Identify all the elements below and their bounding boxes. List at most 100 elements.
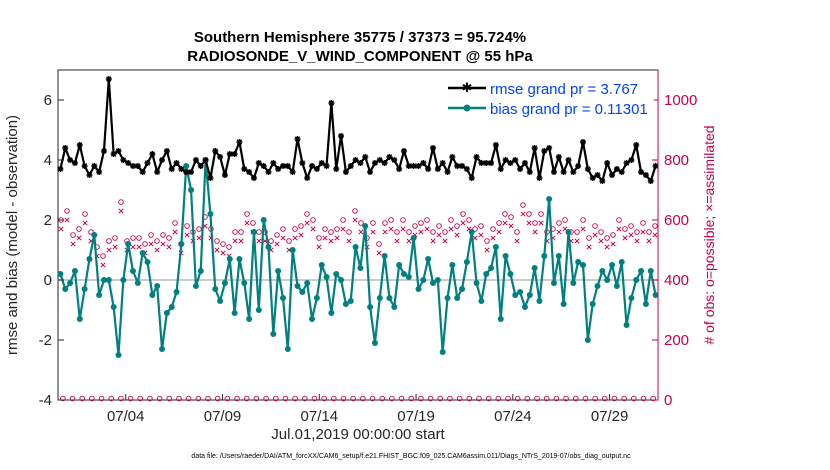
rmse-point xyxy=(400,148,407,154)
rmse-point xyxy=(410,163,417,169)
chart-title: Southern Hemisphere 35775 / 37373 = 95.7… xyxy=(194,29,526,46)
bias-point xyxy=(221,280,228,286)
bias-point xyxy=(362,223,369,229)
obs-assimilated-point xyxy=(238,238,244,244)
rmse-point xyxy=(304,175,311,181)
obs-baseline-point xyxy=(369,395,376,402)
rmse-point xyxy=(517,166,524,172)
rmse-point xyxy=(454,163,461,169)
obs-baseline-point xyxy=(543,395,550,402)
obs-baseline-point xyxy=(602,395,608,402)
bias-point xyxy=(67,280,74,286)
obs-possible-point xyxy=(652,223,658,229)
obs-possible-point xyxy=(496,220,502,226)
obs-possible-point xyxy=(370,220,376,226)
bias-point xyxy=(275,268,282,274)
obs-baseline-point xyxy=(592,395,598,402)
obs-baseline-point xyxy=(582,395,589,402)
obs-assimilated-point xyxy=(586,244,592,250)
obs-assimilated-point xyxy=(244,220,250,226)
obs-possible-point xyxy=(460,211,466,217)
bias-point xyxy=(444,295,451,301)
rmse-point xyxy=(71,160,78,166)
bias-point xyxy=(313,295,320,301)
obs-assimilated-point xyxy=(184,232,190,238)
obs-assimilated-point xyxy=(394,238,400,244)
bias-point xyxy=(342,301,349,307)
bias-point xyxy=(125,241,132,247)
bias-point xyxy=(647,268,654,274)
y-tick-label: -4 xyxy=(39,392,52,409)
rmse-point xyxy=(439,160,446,166)
obs-possible-point xyxy=(346,229,352,235)
legend-rmse-label: rmse grand pr = 3.767 xyxy=(490,81,638,98)
rmse-point xyxy=(318,160,325,166)
rmse-point xyxy=(463,166,470,172)
rmse-point xyxy=(226,151,233,157)
bias-point xyxy=(71,268,78,274)
obs-baseline-point xyxy=(176,395,182,402)
obs-baseline-point xyxy=(166,395,173,402)
bias-point xyxy=(580,262,586,268)
obs-assimilated-point xyxy=(418,229,424,235)
obs-possible-point xyxy=(226,244,232,250)
bias-point xyxy=(633,277,640,283)
obs-assimilated-point xyxy=(574,238,580,244)
obs-baseline-point xyxy=(650,395,656,402)
bias-point xyxy=(550,280,557,286)
rmse-point xyxy=(212,148,219,154)
legend-rmse-marker: ✱ xyxy=(462,81,473,96)
obs-possible-point xyxy=(310,217,316,223)
obs-baseline-point xyxy=(243,395,250,402)
rmse-point xyxy=(415,163,422,169)
obs-assimilated-point xyxy=(646,238,652,244)
y-axis-right-label: # of obs: o=possible; ×=assimilated xyxy=(701,125,717,344)
rmse-point xyxy=(623,160,630,166)
rmse-point xyxy=(555,154,562,160)
bias-point xyxy=(410,235,417,241)
obs-possible-point xyxy=(514,229,520,235)
footnote: data file: /Users/raeder/DAI/ATM_forcXX/… xyxy=(191,453,631,460)
obs-assimilated-point xyxy=(76,235,82,241)
rmse-point xyxy=(299,160,306,166)
bias-point xyxy=(367,304,374,310)
bias-point xyxy=(265,244,272,250)
obs-possible-point xyxy=(586,235,592,241)
rmse-point xyxy=(342,169,349,175)
y-right-tick-label: 600 xyxy=(664,212,689,229)
rmse-point xyxy=(541,148,548,154)
obs-baseline-point xyxy=(331,395,337,402)
bias-point xyxy=(613,283,620,289)
rmse-point xyxy=(338,133,345,139)
bias-point xyxy=(492,244,499,250)
obs-possible-point xyxy=(598,229,604,235)
obs-possible-point xyxy=(244,211,250,217)
obs-possible-point xyxy=(340,217,346,223)
bias-series-layer xyxy=(57,157,659,358)
obs-baseline-point xyxy=(302,395,308,402)
rmse-point xyxy=(599,178,606,184)
obs-baseline-point xyxy=(447,395,453,402)
rmse-point xyxy=(236,139,243,145)
obs-assimilated-point xyxy=(292,235,298,241)
bias-point xyxy=(502,253,509,259)
bias-point xyxy=(280,295,286,301)
x-tick-label: 07/04 xyxy=(107,408,145,425)
obs-assimilated-point xyxy=(610,241,616,247)
obs-possible-point xyxy=(628,223,634,229)
obs-possible-point xyxy=(406,229,412,235)
obs-baseline-point xyxy=(621,395,627,402)
bias-point xyxy=(381,253,388,259)
obs-assimilated-point xyxy=(580,226,586,232)
y-right-tick-label: 800 xyxy=(664,152,689,169)
obs-possible-point xyxy=(424,217,430,223)
obs-assimilated-point xyxy=(112,244,118,250)
bias-point xyxy=(575,259,582,265)
bias-point xyxy=(584,337,591,343)
bias-point xyxy=(192,283,199,289)
obs-assimilated-point xyxy=(400,226,406,232)
obs-possible-point xyxy=(562,217,568,223)
obs-possible-point xyxy=(136,235,142,241)
rmse-point xyxy=(241,166,248,172)
obs-baseline-point xyxy=(205,395,211,402)
